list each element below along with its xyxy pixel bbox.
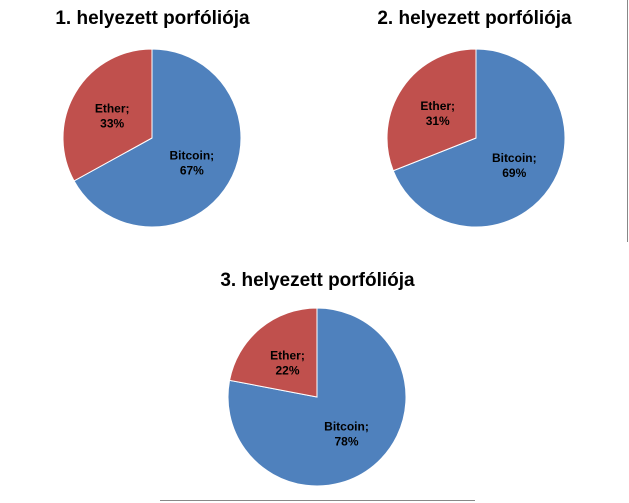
- slice-label-name: Ether;: [420, 99, 455, 113]
- chart-title: 3. helyezett porfóliója: [220, 270, 415, 291]
- chart-title: 2. helyezett porfóliója: [377, 8, 572, 29]
- slice-label-name: Ether;: [95, 101, 130, 115]
- pie-chart-3: 3. helyezett porfóliója Bitcoin; 78% Ether…: [160, 262, 475, 502]
- pie-slice-ether: [228, 307, 318, 398]
- slice-label-value: 22%: [275, 363, 299, 377]
- pie-chart-2: 2. helyezett porfóliója Bitcoin; 69% Ether…: [322, 0, 627, 240]
- pie-2-svg: Bitcoin;69% Ether;31%: [386, 48, 566, 228]
- right-edge-line: [627, 0, 628, 242]
- pie-slice-ether: [62, 48, 153, 182]
- slice-label-value: 69%: [502, 166, 526, 180]
- pie-chart-1: 1. helyezett porfóliója Bitcoin; 67% Ether…: [0, 0, 305, 240]
- pie-3-svg: Bitcoin;78% Ether;22%: [227, 307, 407, 487]
- pie-slice-bitcoin: [392, 48, 566, 228]
- slice-label-value: 67%: [180, 164, 204, 178]
- chart-title: 1. helyezett porfóliója: [55, 8, 250, 29]
- slice-label-name: Bitcoin;: [169, 149, 214, 163]
- pie-1-svg: Bitcoin;67% Ether;33%: [62, 48, 242, 228]
- slice-label-value: 78%: [334, 435, 358, 449]
- slice-label-name: Bitcoin;: [324, 420, 369, 434]
- slice-label-name: Bitcoin;: [492, 151, 537, 165]
- slice-label-name: Ether;: [270, 348, 305, 362]
- slice-label-value: 33%: [100, 116, 124, 130]
- slice-label-value: 31%: [426, 114, 450, 128]
- bottom-edge-line: [160, 500, 475, 501]
- pie-slice-bitcoin: [73, 48, 242, 228]
- pie-slice-ether: [386, 48, 477, 172]
